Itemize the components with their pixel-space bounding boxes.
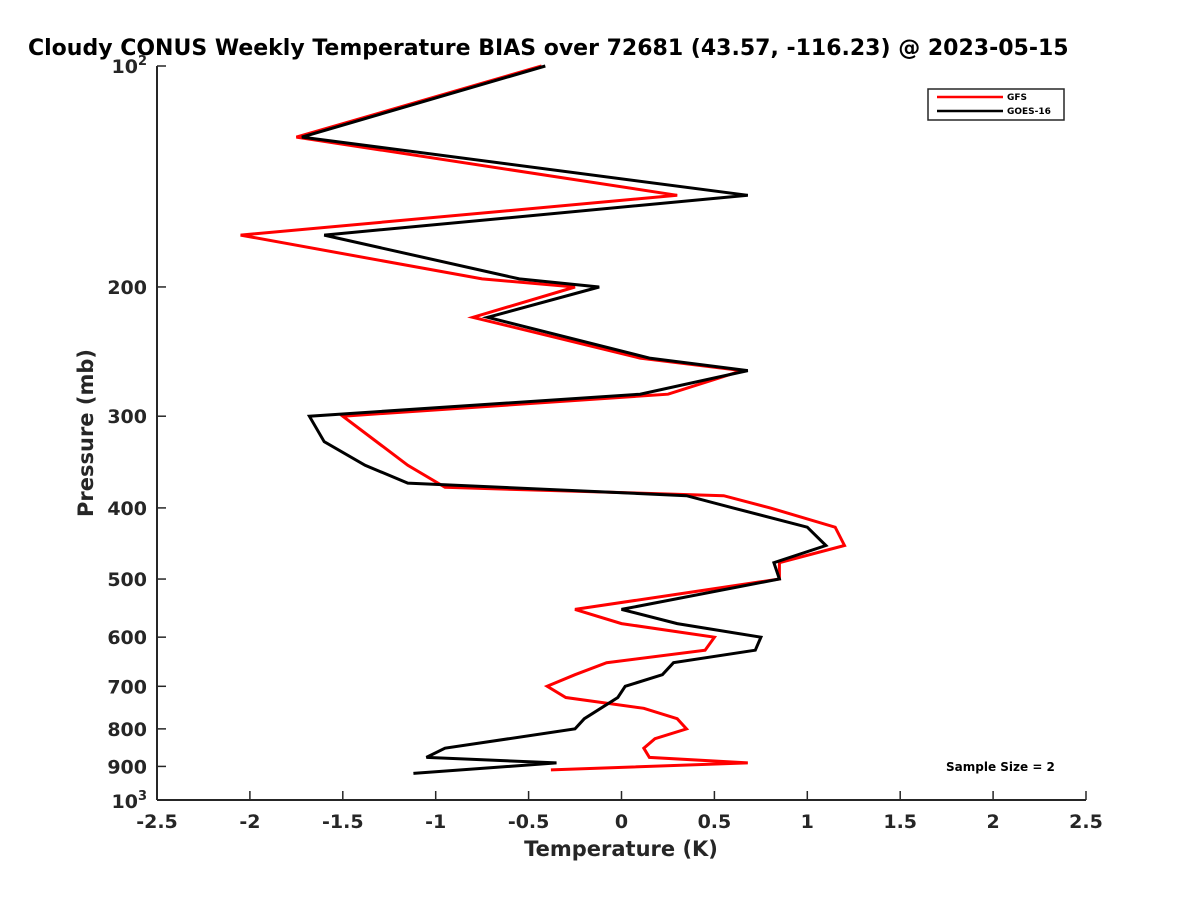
y-tick-top-base: 10 bbox=[112, 56, 138, 78]
legend-box bbox=[927, 88, 1065, 121]
x-tick-label: 1.5 bbox=[883, 811, 917, 833]
y-tick-top-exponent: 2 bbox=[138, 54, 147, 69]
y-tick-bottom-exponent: 3 bbox=[138, 789, 147, 804]
x-tick-label: 2 bbox=[986, 811, 999, 833]
x-tick-label: -1 bbox=[425, 811, 446, 833]
x-axis-ticks: -2.5 -2 -1.5 -1 -0.5 0 0.5 1 1.5 2 2.5 bbox=[136, 791, 1103, 833]
legend-label-gfs: GFS bbox=[1007, 93, 1027, 103]
series-layer bbox=[240, 64, 847, 775]
x-tick-label: -2.5 bbox=[136, 811, 178, 833]
y-tick-label-top: 102 bbox=[112, 54, 148, 78]
x-tick-label: 2.5 bbox=[1069, 811, 1103, 833]
y-tick-label: 300 bbox=[107, 406, 147, 428]
legend-label-goes-16: GOES-16 bbox=[1007, 107, 1051, 117]
x-tick-label: 1 bbox=[801, 811, 814, 833]
x-tick-label: 0 bbox=[615, 811, 628, 833]
y-axis-label: Pressure (mb) bbox=[74, 349, 98, 517]
series-line-gfs bbox=[240, 64, 847, 772]
series-line-goes-16 bbox=[301, 64, 829, 775]
y-tick-label-bottom: 103 bbox=[112, 789, 148, 813]
y-tick-bottom-base: 10 bbox=[112, 791, 138, 813]
y-tick-label: 800 bbox=[107, 719, 147, 741]
x-axis-label: Temperature (K) bbox=[524, 837, 718, 861]
sample-size-annotation: Sample Size = 2 bbox=[946, 760, 1055, 774]
x-tick-label: 0.5 bbox=[698, 811, 732, 833]
y-tick-label: 900 bbox=[107, 756, 147, 778]
y-tick-label: 400 bbox=[107, 498, 147, 520]
chart-title: Cloudy CONUS Weekly Temperature BIAS ove… bbox=[28, 36, 1069, 61]
y-axis-ticks: 200 300 400 500 600 700 800 900 bbox=[107, 65, 166, 801]
y-tick-label: 200 bbox=[107, 277, 147, 299]
x-tick-label: -2 bbox=[239, 811, 260, 833]
legend: GFS GOES-16 bbox=[927, 88, 1065, 121]
y-tick-label: 700 bbox=[107, 676, 147, 698]
x-tick-label: -1.5 bbox=[322, 811, 364, 833]
y-tick-label: 500 bbox=[107, 569, 147, 591]
x-tick-label: -0.5 bbox=[508, 811, 550, 833]
y-tick-label: 600 bbox=[107, 627, 147, 649]
